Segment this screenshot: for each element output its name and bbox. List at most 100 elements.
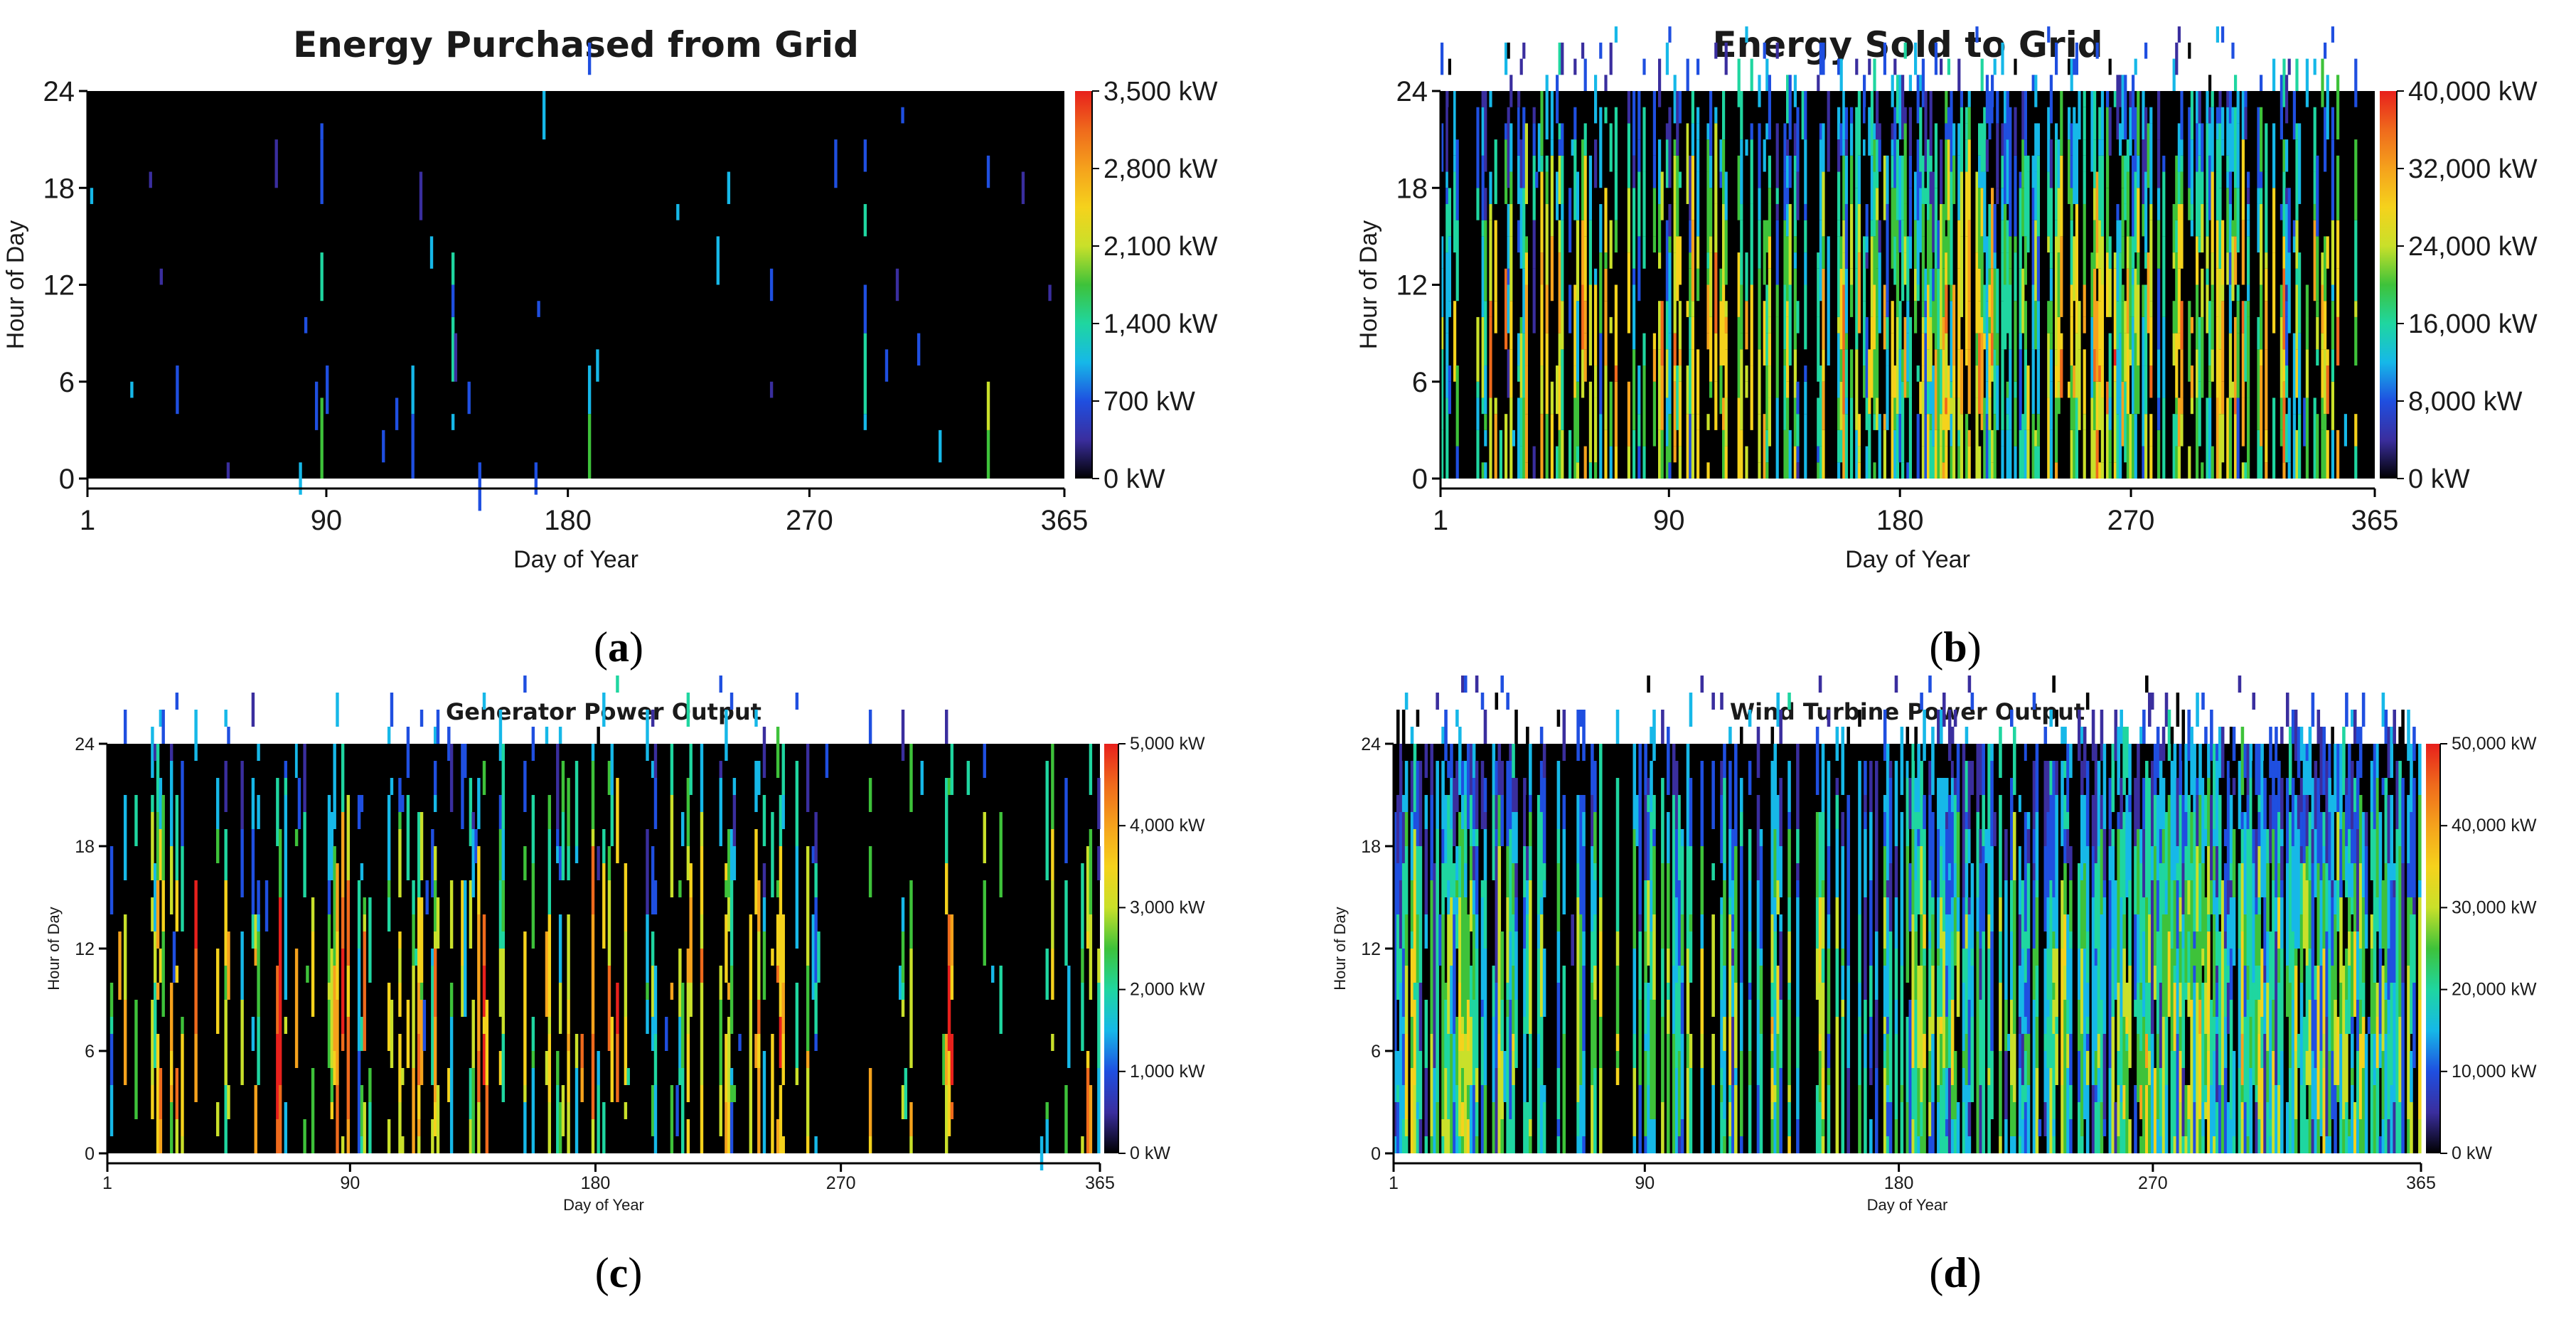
heatmap-cell — [1509, 349, 1513, 398]
heatmap-cell — [1550, 414, 1554, 479]
heatmap-cell — [2125, 983, 2129, 1000]
heatmap-cell — [327, 914, 331, 983]
heatmap-cell — [2078, 349, 2081, 430]
heatmap-cell — [757, 1136, 761, 1153]
heatmap-cell — [1524, 252, 1528, 285]
heatmap-cell — [1529, 931, 1532, 1017]
heatmap-cell — [1652, 188, 1656, 237]
heatmap-cell — [2305, 284, 2309, 350]
heatmap-cell — [1480, 761, 1485, 829]
heatmap-cell — [2358, 727, 2363, 778]
heatmap-cell — [1561, 284, 1564, 301]
heatmap-cell — [417, 966, 421, 983]
heatmap-cell — [1787, 693, 1791, 710]
y-tick-label: 24 — [75, 735, 95, 754]
heatmap-cell — [616, 1034, 619, 1068]
heatmap-cell — [1723, 1051, 1726, 1119]
heatmap-cell — [2311, 897, 2315, 983]
heatmap-cell — [1445, 365, 1449, 398]
heatmap-cell — [1599, 1017, 1603, 1034]
heatmap-cell — [454, 333, 458, 382]
heatmap-cell — [2325, 863, 2329, 931]
heatmap-cell — [257, 914, 260, 931]
heatmap-cell — [1484, 220, 1487, 285]
heatmap-cell — [1796, 744, 1800, 795]
heatmap-cell — [169, 761, 173, 846]
heatmap-cell — [1914, 880, 1918, 931]
heatmap-cell — [1576, 795, 1580, 863]
heatmap-cell — [1842, 284, 1846, 350]
heatmap-cell — [130, 381, 134, 398]
heatmap-cell — [2305, 397, 2309, 479]
heatmap-cell — [716, 236, 720, 285]
heatmap-cell — [2193, 983, 2196, 1000]
heatmap-cell — [1532, 123, 1536, 156]
heatmap-cell — [224, 761, 228, 812]
heatmap-cell — [1906, 778, 1910, 846]
heatmap-cell — [449, 744, 454, 812]
heatmap-cell — [2298, 123, 2302, 204]
heatmap-cell — [2294, 1051, 2298, 1119]
heatmap-cell — [2055, 236, 2058, 285]
heatmap-cell — [1975, 365, 1979, 398]
heatmap-cell — [1786, 236, 1790, 301]
heatmap-cell — [602, 693, 606, 727]
heatmap-cell — [2361, 897, 2366, 983]
heatmap-cell — [2381, 1119, 2385, 1153]
heatmap-cell — [2188, 42, 2191, 59]
heatmap-cell — [1466, 1119, 1470, 1153]
heatmap-cell — [1804, 284, 1807, 350]
heatmap-cell — [1514, 812, 1518, 863]
heatmap-cell — [1768, 365, 1771, 398]
heatmap-cell — [1952, 284, 1956, 366]
heatmap-cell — [1433, 1068, 1436, 1153]
heatmap-cell — [2272, 761, 2275, 778]
heatmap-cell — [1906, 381, 1910, 398]
heatmap-cell — [1724, 42, 1728, 75]
heatmap-cell — [2100, 1034, 2104, 1102]
heatmap-cell — [2128, 966, 2132, 1034]
heatmap-cell — [314, 381, 319, 430]
heatmap-cell — [1723, 1017, 1726, 1051]
heatmap-cell — [2243, 1102, 2248, 1153]
heatmap-cell — [2083, 171, 2086, 204]
heatmap-cell — [1901, 462, 1905, 479]
heatmap-cell — [2083, 795, 2087, 863]
heatmap-cell — [2116, 203, 2120, 220]
heatmap-cell — [2280, 75, 2283, 140]
heatmap-cell — [2116, 220, 2120, 301]
heatmap-cell — [1413, 1000, 1417, 1085]
heatmap-cell — [2322, 727, 2326, 795]
heatmap-cell — [2226, 966, 2230, 983]
heatmap-cell — [1965, 284, 1969, 350]
heatmap-cell — [2149, 220, 2153, 301]
heatmap-cell — [1469, 880, 1473, 931]
heatmap-cell — [2170, 1051, 2174, 1136]
heatmap-cell — [2287, 252, 2291, 333]
heatmap-cell — [2129, 107, 2132, 156]
heatmap-cell — [1696, 123, 1700, 140]
heatmap-cell — [1652, 795, 1656, 829]
heatmap-cell — [1908, 236, 1912, 269]
heatmap-cell — [2172, 414, 2176, 479]
heatmap-cell — [2181, 795, 2186, 863]
heatmap-cell — [1728, 829, 1732, 897]
heatmap-cell — [2156, 1034, 2160, 1051]
heatmap-cell — [2147, 914, 2152, 983]
heatmap-cell — [395, 397, 399, 430]
heatmap-cell — [159, 778, 163, 829]
heatmap-cell — [2221, 301, 2225, 382]
heatmap-cell — [2210, 1085, 2213, 1153]
heatmap-cell — [1081, 863, 1084, 949]
heatmap-cell — [1509, 75, 1513, 107]
heatmap-cell — [2111, 863, 2115, 949]
heatmap-cell — [1914, 171, 1918, 220]
heatmap-cell — [1506, 1017, 1509, 1034]
heatmap-cell — [433, 761, 437, 795]
heatmap-cell — [1945, 446, 1948, 479]
heatmap-cell — [1822, 123, 1825, 172]
heatmap-cell — [2149, 316, 2153, 366]
heatmap-cell — [1776, 846, 1780, 880]
heatmap-cell — [1483, 1034, 1487, 1085]
heatmap-cell — [700, 949, 704, 983]
